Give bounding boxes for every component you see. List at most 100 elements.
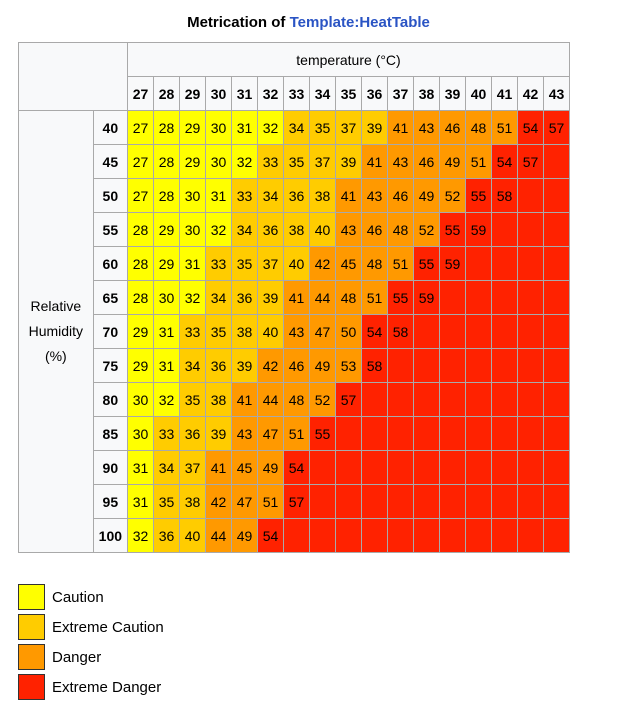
heat-cell <box>491 382 518 417</box>
heat-cell <box>543 484 570 519</box>
heat-cell <box>439 382 466 417</box>
table-row: Relative Humidity (%) 40 27 28 29 30 31 32 34 35 37 3… <box>18 110 570 553</box>
heat-cell <box>439 348 466 383</box>
temperature-tick: 35 <box>335 76 362 111</box>
heat-cell: 46 <box>361 212 388 247</box>
humidity-tick: 75 <box>92 348 129 383</box>
table-row: 45 27 28 29 30 32 33 35 37 39 41 43 46 49 51 54 57 <box>19 144 570 179</box>
heat-cell: 30 <box>179 212 206 247</box>
heat-cell: 33 <box>205 246 232 281</box>
heat-cell: 41 <box>387 110 414 145</box>
heat-cell: 28 <box>127 280 154 315</box>
heat-cell <box>517 178 544 213</box>
legend-swatch <box>18 614 45 640</box>
heat-cell: 31 <box>153 314 180 349</box>
heat-cell: 57 <box>543 110 570 145</box>
heat-cell: 54 <box>491 144 518 179</box>
heat-cell: 49 <box>309 348 336 383</box>
heat-cell: 34 <box>205 280 232 315</box>
heat-cell <box>361 518 388 553</box>
heat-cell: 46 <box>413 144 440 179</box>
heat-cell: 50 <box>335 314 362 349</box>
heat-cell <box>491 314 518 349</box>
heat-cell <box>491 484 518 519</box>
header-row: temperature (°C) <box>18 42 570 111</box>
heat-cell: 30 <box>127 382 154 417</box>
heat-cell: 59 <box>413 280 440 315</box>
legend-item: Caution <box>18 582 164 612</box>
heat-cell <box>543 144 570 179</box>
humidity-tick: 60 <box>92 246 129 281</box>
heat-cell: 55 <box>387 280 414 315</box>
heat-cell <box>413 518 440 553</box>
heat-cell: 52 <box>439 178 466 213</box>
heat-cell: 39 <box>361 110 388 145</box>
heat-cell <box>439 450 466 485</box>
heat-cell: 34 <box>257 178 284 213</box>
heat-cell: 33 <box>153 416 180 451</box>
humidity-tick: 95 <box>92 484 129 519</box>
heat-cell: 32 <box>205 212 232 247</box>
legend-swatch <box>18 644 45 670</box>
heat-cell: 54 <box>257 518 284 553</box>
heat-cell: 30 <box>205 110 232 145</box>
humidity-tick: 55 <box>92 212 129 247</box>
heat-cell <box>517 280 544 315</box>
heat-cell <box>517 484 544 519</box>
heat-cell <box>439 314 466 349</box>
heat-cell <box>543 246 570 281</box>
heat-cell: 27 <box>127 110 154 145</box>
heat-cell <box>517 348 544 383</box>
heat-cell: 35 <box>205 314 232 349</box>
template-link[interactable]: Template:HeatTable <box>289 14 430 31</box>
temperature-tick: 30 <box>205 76 232 111</box>
heat-cell: 57 <box>517 144 544 179</box>
table-row: 65 28 30 32 34 36 39 41 44 48 51 55 59 <box>19 280 570 315</box>
heat-cell <box>491 416 518 451</box>
heat-cell: 47 <box>231 484 258 519</box>
heat-cell: 30 <box>153 280 180 315</box>
heat-cell: 49 <box>231 518 258 553</box>
heat-cell: 37 <box>309 144 336 179</box>
heat-cell <box>543 382 570 417</box>
heat-cell: 52 <box>413 212 440 247</box>
heat-cell: 51 <box>283 416 310 451</box>
heat-cell <box>517 416 544 451</box>
heat-cell <box>439 416 466 451</box>
heat-cell: 59 <box>439 246 466 281</box>
heat-cell: 51 <box>257 484 284 519</box>
heat-cell: 46 <box>387 178 414 213</box>
temperature-tick: 27 <box>127 76 154 111</box>
heat-cell <box>309 518 336 553</box>
heat-cell: 51 <box>465 144 492 179</box>
table-row: 95 31 35 38 42 47 51 57 <box>19 484 570 519</box>
heat-cell <box>439 280 466 315</box>
heat-cell: 40 <box>257 314 284 349</box>
heat-cell: 33 <box>231 178 258 213</box>
heat-cell <box>413 382 440 417</box>
heat-cell: 58 <box>361 348 388 383</box>
chart-title: Metrication of Template:HeatTable <box>0 14 617 31</box>
heat-cell: 57 <box>283 484 310 519</box>
temperature-tick: 39 <box>439 76 466 111</box>
heat-cell: 41 <box>283 280 310 315</box>
heat-cell: 45 <box>335 246 362 281</box>
heat-cell: 32 <box>127 518 154 553</box>
heat-cell: 40 <box>309 212 336 247</box>
heat-cell <box>335 416 362 451</box>
heat-cell: 37 <box>335 110 362 145</box>
heat-cell: 58 <box>491 178 518 213</box>
heat-cell: 48 <box>283 382 310 417</box>
table-row: 85 30 33 36 39 43 47 51 55 <box>19 416 570 451</box>
heat-cell: 57 <box>335 382 362 417</box>
legend-item: Extreme Danger <box>18 672 164 702</box>
heat-cell: 33 <box>257 144 284 179</box>
heat-cell: 43 <box>387 144 414 179</box>
heat-cell: 40 <box>283 246 310 281</box>
row-label-line: (%) <box>44 348 67 364</box>
temperature-tick: 32 <box>257 76 284 111</box>
heat-cell <box>517 518 544 553</box>
heat-cell: 34 <box>231 212 258 247</box>
legend-swatch <box>18 584 45 610</box>
heat-cell: 41 <box>335 178 362 213</box>
